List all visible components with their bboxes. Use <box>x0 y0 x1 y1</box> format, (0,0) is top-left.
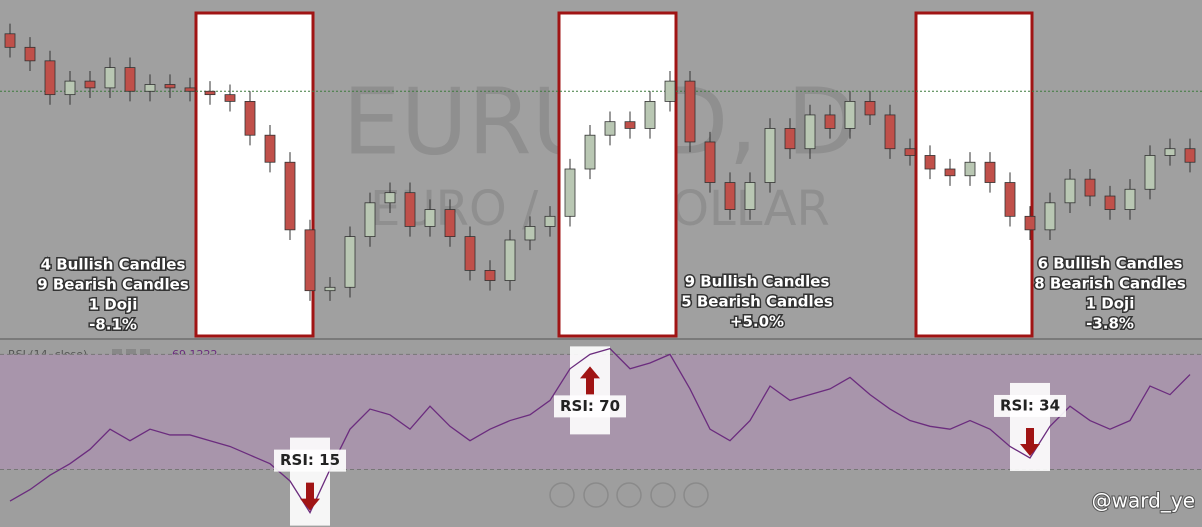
candle-body <box>804 114 816 150</box>
candle-body <box>964 161 976 177</box>
callout-arrow <box>1020 427 1040 456</box>
candle-body <box>244 101 256 136</box>
candle-body <box>464 236 476 271</box>
candle-body <box>144 84 156 92</box>
candle-body <box>44 60 56 96</box>
candle-body <box>904 148 916 156</box>
candle-body <box>624 121 636 129</box>
candle-body <box>184 87 196 92</box>
candle-body <box>404 192 416 227</box>
candle-body <box>524 226 536 241</box>
candle-body <box>584 134 596 170</box>
zoom-out[interactable] <box>583 482 609 508</box>
candle-body <box>164 84 176 89</box>
candle-body <box>1044 202 1056 231</box>
candle-body <box>64 80 76 96</box>
candle-body <box>364 202 376 238</box>
candle-body <box>204 90 216 96</box>
callout-label: RSI: 34 <box>1000 396 1060 414</box>
candle-body <box>664 80 676 102</box>
candle-body <box>1004 182 1016 217</box>
candle-body <box>1164 148 1176 156</box>
summary-text: 9 Bullish Candles <box>685 273 830 291</box>
indicator-button[interactable] <box>140 349 150 359</box>
candle-body <box>444 209 456 237</box>
summary-text: +5.0% <box>730 313 784 331</box>
candle-body <box>744 182 756 210</box>
candle-body <box>264 134 276 163</box>
candle-body <box>704 141 716 183</box>
candle-body <box>384 192 396 204</box>
summary-text: 5 Bearish Candles <box>681 293 833 311</box>
candle-body <box>604 121 616 136</box>
candle-body <box>684 80 696 143</box>
callout-label: RSI: 15 <box>280 451 340 469</box>
nav-left[interactable] <box>549 482 575 508</box>
candle-body <box>4 33 16 48</box>
candle-body <box>884 114 896 150</box>
candle-body <box>124 67 136 92</box>
indicator-button[interactable] <box>112 349 122 359</box>
summary-text: -3.8% <box>1086 315 1134 333</box>
candle-body <box>1064 178 1076 204</box>
candle-body <box>1104 195 1116 210</box>
candle-body <box>784 128 796 150</box>
candle-body <box>1124 188 1136 210</box>
callout-arrow <box>580 366 600 395</box>
candle-body <box>764 128 776 183</box>
nav-right[interactable] <box>683 482 709 508</box>
credit: @ward_ye <box>1092 489 1195 513</box>
candle-body <box>84 80 96 89</box>
reset[interactable] <box>616 482 642 508</box>
candle-body <box>1024 215 1036 231</box>
candle-body <box>1144 155 1156 190</box>
candle-body <box>224 94 236 102</box>
summary-text: -8.1% <box>89 316 137 334</box>
summary-text: 1 Doji <box>89 296 138 314</box>
candle-body <box>484 269 496 281</box>
candle-body <box>344 236 356 288</box>
candle-body <box>924 155 936 170</box>
highlight-box <box>194 11 315 338</box>
summary-text: 1 Doji <box>1086 295 1135 313</box>
summary-text: 4 Bullish Candles <box>41 256 186 274</box>
candle-body <box>644 101 656 129</box>
candle-body <box>984 161 996 183</box>
rsi-line <box>9 347 1191 514</box>
candle-body <box>1184 148 1196 163</box>
summary-text: 8 Bearish Candles <box>1034 275 1186 293</box>
callout-label: RSI: 70 <box>560 397 620 415</box>
candle-body <box>424 209 436 227</box>
candle-body <box>1084 178 1096 197</box>
candle-body <box>24 46 36 62</box>
summary-text: 9 Bearish Candles <box>37 276 189 294</box>
candle-body <box>104 67 116 89</box>
callout-label-box <box>554 395 626 418</box>
candle-body <box>844 101 856 129</box>
candle-body <box>324 286 336 292</box>
callout-label-box <box>994 394 1066 417</box>
candle-body <box>564 168 576 217</box>
highlight-box <box>557 11 678 338</box>
candle-body <box>864 101 876 116</box>
candle-body <box>824 114 836 129</box>
zoom-in[interactable] <box>650 482 676 508</box>
candle-body <box>304 229 316 292</box>
summary-text: 6 Bullish Candles <box>1038 255 1183 273</box>
candle-body <box>724 182 736 210</box>
callout-arrow <box>300 482 320 511</box>
candle-body <box>944 168 956 177</box>
indicator-button[interactable] <box>126 349 136 359</box>
candle-body <box>504 239 516 281</box>
candle-body <box>284 161 296 231</box>
callout-label-box <box>274 449 346 472</box>
candle-body <box>544 215 556 227</box>
